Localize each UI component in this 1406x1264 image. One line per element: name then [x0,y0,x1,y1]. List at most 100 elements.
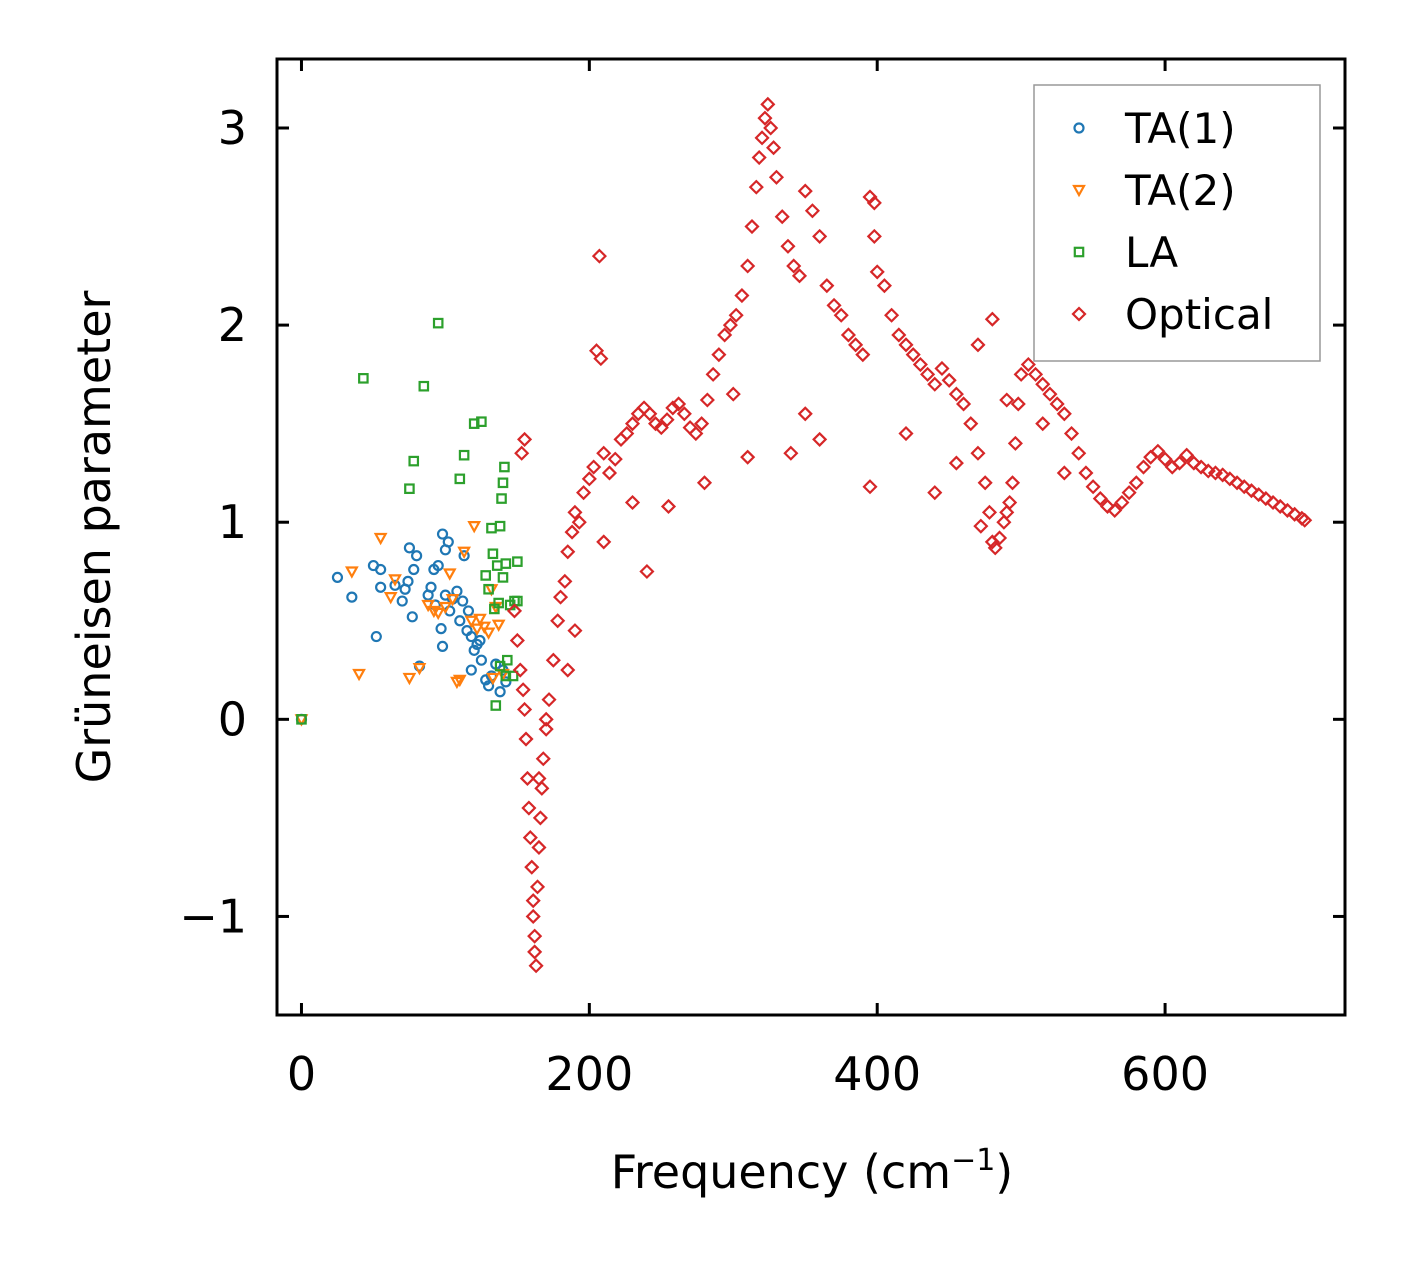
data-point [1049,396,1065,412]
data-point [468,418,480,429]
data-point [529,879,546,895]
data-point [482,680,495,692]
data-point [436,528,449,540]
legend-label: TA(1) [1124,104,1236,153]
data-point [1243,483,1259,499]
data-point [457,595,469,607]
data-point [659,412,675,428]
data-point [694,416,710,432]
data-point [898,337,914,353]
data-point [431,607,446,621]
data-point [927,376,943,392]
data-point [1279,502,1295,518]
data-point [804,203,820,219]
data-point [396,595,408,607]
data-point [1229,475,1245,491]
data-point [826,297,842,313]
data-point [491,619,506,632]
data-point [1107,502,1123,518]
data-point [884,307,900,323]
data-point [757,110,773,126]
x-tick-label: 600 [1121,1047,1209,1101]
data-point [1027,366,1044,382]
data-point [352,668,366,682]
legend: TA(1) TA(2) LA Optical [1033,84,1321,362]
data-point [411,550,423,562]
data-point [1035,376,1051,392]
data-point [494,660,506,672]
data-point [647,416,664,432]
data-point [512,595,523,607]
data-point [987,540,1003,556]
data-point [734,287,750,304]
data-point [711,347,727,363]
y-tick-label: −1 [179,889,247,943]
data-point [619,425,635,442]
data-point [457,546,471,560]
data-point [490,700,502,711]
data-point [591,248,607,264]
data-point [797,183,813,199]
data-point [506,603,523,619]
series-la [296,317,523,725]
data-point [1114,494,1130,511]
data-point [531,770,547,787]
data-point [515,682,531,698]
y-axis: −1 0 1 2 3 [179,101,1345,943]
data-point [454,473,466,485]
x-tick-label: 0 [287,1047,316,1101]
data-point [470,623,484,636]
data-point [977,475,993,491]
data-point [866,195,882,211]
y-tick-label: 2 [218,298,247,352]
data-point [1010,396,1026,412]
data-point [970,337,986,353]
data-point [1215,467,1231,483]
data-point [797,406,813,422]
data-point [477,621,492,634]
data-point [783,445,799,461]
data-point [963,416,979,432]
data-point [560,662,576,678]
data-point [481,627,496,640]
data-point [528,958,544,974]
legend-marker [1073,246,1085,258]
data-point [560,544,576,560]
data-layer [294,96,1313,974]
data-point [973,518,989,534]
data-point [751,150,767,166]
data-point [991,530,1008,546]
data-point [748,179,764,195]
data-point [1287,506,1303,522]
x-tick-label: 200 [545,1047,633,1101]
data-point [780,238,796,254]
data-point [956,396,972,412]
data-point [552,589,569,605]
data-point [383,592,398,605]
data-point [464,615,479,629]
data-point [512,556,523,567]
legend-label: Optical [1125,290,1273,339]
x-axis-label: Frequency (cm−1) [611,1143,1014,1199]
data-point [1099,498,1116,515]
data-point [557,573,573,589]
legend-item: Optical [1071,290,1273,339]
data-point [403,542,416,554]
data-point [1020,356,1036,373]
data-point [458,550,470,562]
data-point [671,396,687,412]
data-point [725,386,741,402]
data-point [567,504,583,520]
data-point [696,475,713,491]
data-point [494,686,506,698]
series-ta-1- [295,528,512,725]
data-point [768,169,785,185]
data-point [418,380,430,392]
data-point [468,644,480,656]
data-point [740,258,756,274]
data-point [331,571,344,584]
data-point [373,532,388,546]
data-point [296,714,307,725]
data-point [948,386,964,402]
data-point [866,228,882,244]
